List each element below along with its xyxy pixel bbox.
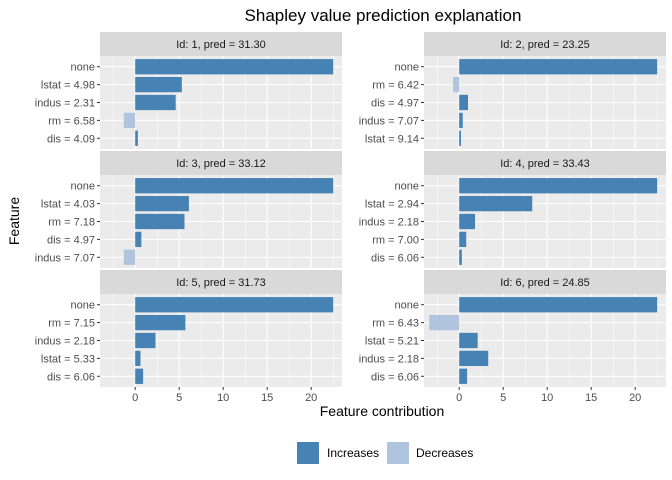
y-tick-label: dis = 4.09 [47, 133, 95, 145]
x-tick-label: 5 [176, 392, 182, 404]
facet-strip-label: Id: 6, pred = 24.85 [500, 277, 590, 289]
y-tick-label: dis = 4.97 [371, 98, 419, 110]
bar [123, 112, 136, 129]
facet-strip [100, 32, 342, 56]
bar [135, 368, 144, 384]
x-tick-label: 20 [305, 392, 317, 404]
bar [459, 213, 476, 230]
bar [135, 195, 189, 212]
bar [459, 368, 468, 384]
y-tick-label: none [395, 62, 419, 74]
legend-key [387, 442, 409, 464]
y-tick-label: indus = 2.18 [359, 353, 419, 365]
y-tick-label: rm = 6.58 [48, 115, 95, 127]
y-tick-label: dis = 6.06 [371, 371, 419, 383]
x-axes: 0 5 10 15 20 0 5 10 15 20 [132, 387, 641, 404]
bar [135, 59, 334, 75]
legend-label: Increases [327, 446, 379, 460]
y-tick-label: indus = 2.18 [359, 217, 419, 229]
y-tick-label: dis = 6.06 [47, 371, 95, 383]
y-tick-label: none [71, 62, 95, 74]
legend-key [297, 442, 319, 464]
y-tick-label: none [71, 300, 95, 312]
bar [459, 231, 467, 248]
legend-label: Decreases [416, 446, 473, 460]
bar [135, 297, 334, 313]
bar [135, 94, 176, 111]
x-tick-label: 15 [261, 392, 273, 404]
y-tick-label: indus = 7.07 [359, 115, 419, 127]
y-tick-label: rm = 7.18 [48, 217, 95, 229]
bar [135, 314, 186, 331]
facet-strip-label: Id: 3, pred = 33.12 [176, 158, 266, 170]
x-tick-label: 0 [456, 392, 462, 404]
y-tick-label: lstat = 2.94 [365, 199, 419, 211]
bar [459, 178, 658, 194]
y-tick-label: lstat = 5.21 [365, 336, 419, 348]
facet-panels: Id: 1, pred = 31.30 none lstat = 4.98 indus… [35, 32, 666, 387]
bar [459, 94, 468, 111]
facet-panel: Id: 4, pred = 33.43 none lstat = 2.94 indus… [359, 151, 666, 268]
x-axis-title: Feature contribution [320, 403, 445, 419]
chart-title: Shapley value prediction explanation [245, 6, 522, 25]
bar [459, 249, 462, 265]
facet-strip-label: Id: 4, pred = 33.43 [500, 158, 590, 170]
y-tick-label: lstat = 9.14 [365, 133, 419, 145]
bar [429, 314, 460, 331]
x-tick-label: 15 [585, 392, 597, 404]
facet-strip [100, 270, 342, 294]
x-tick-label: 5 [500, 392, 506, 404]
bar [459, 130, 461, 146]
y-tick-label: dis = 6.06 [371, 252, 419, 264]
y-tick-label: none [395, 300, 419, 312]
bar [123, 249, 136, 265]
facet-strip [424, 270, 666, 294]
y-tick-label: lstat = 5.33 [41, 353, 95, 365]
x-tick-label: 0 [132, 392, 138, 404]
facet-panel: Id: 6, pred = 24.85 none rm = 6.43 lstat = … [359, 270, 666, 387]
bar [135, 130, 138, 146]
facet-strip-label: Id: 2, pred = 23.25 [500, 39, 590, 51]
bar [459, 195, 533, 212]
y-tick-label: none [71, 181, 95, 193]
y-tick-label: lstat = 4.98 [41, 80, 95, 92]
facet-panel: Id: 3, pred = 33.12 none lstat = 4.03 rm = … [35, 151, 342, 268]
y-tick-label: lstat = 4.03 [41, 199, 95, 211]
facet-strip-label: Id: 1, pred = 31.30 [176, 39, 266, 51]
facet-strip [424, 151, 666, 175]
bar [459, 59, 658, 75]
y-tick-label: rm = 7.00 [372, 234, 419, 246]
facet-strip-label: Id: 5, pred = 31.73 [176, 277, 266, 289]
bar [459, 350, 489, 367]
y-tick-label: indus = 2.18 [35, 336, 95, 348]
y-tick-label: rm = 6.43 [372, 318, 419, 330]
bar [135, 332, 156, 349]
y-tick-label: rm = 6.42 [372, 80, 419, 92]
y-axis-title: Feature [6, 197, 22, 245]
x-tick-label: 20 [629, 392, 641, 404]
bar [459, 112, 463, 129]
facet-panel: Id: 5, pred = 31.73 none rm = 7.15 indus = … [35, 270, 342, 387]
bar [135, 350, 141, 367]
y-tick-label: dis = 4.97 [47, 234, 95, 246]
bar [453, 76, 460, 93]
bar [135, 178, 334, 194]
facet-panel: Id: 1, pred = 31.30 none lstat = 4.98 indus… [35, 32, 342, 149]
facet-strip [424, 32, 666, 56]
y-tick-label: indus = 2.31 [35, 98, 95, 110]
legend: Increases Decreases [297, 442, 473, 464]
y-tick-label: indus = 7.07 [35, 252, 95, 264]
y-tick-label: none [395, 181, 419, 193]
bar [459, 332, 478, 349]
x-tick-label: 10 [217, 392, 229, 404]
facet-strip [100, 151, 342, 175]
facet-panel: Id: 2, pred = 23.25 none rm = 6.42 dis = 4.… [359, 32, 666, 149]
bar [135, 213, 185, 230]
x-tick-label: 10 [541, 392, 553, 404]
bar [135, 76, 182, 93]
bar [135, 231, 142, 248]
y-tick-label: rm = 7.15 [48, 318, 95, 330]
bar [459, 297, 658, 313]
